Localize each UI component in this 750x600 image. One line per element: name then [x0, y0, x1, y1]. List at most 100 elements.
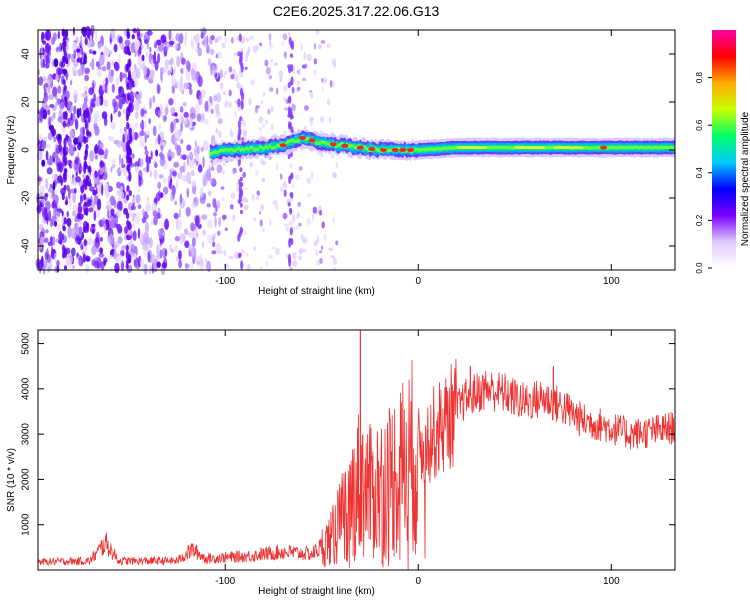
noise-speck — [78, 141, 83, 148]
noise-speck — [298, 68, 302, 76]
x-tick-label: 0 — [415, 576, 421, 587]
colorbar-tick-label: 0.2 — [695, 214, 704, 226]
noise-speck — [242, 171, 246, 178]
noise-streak — [126, 164, 130, 172]
noise-speck — [274, 203, 279, 211]
noise-speck — [111, 83, 116, 93]
noise-speck — [222, 170, 225, 175]
noise-streak — [238, 230, 242, 238]
noise-speck — [239, 71, 244, 78]
noise-speck — [244, 66, 248, 70]
noise-speck — [140, 177, 144, 186]
noise-speck — [164, 218, 170, 230]
noise-speck — [156, 83, 160, 95]
noise-speck — [108, 135, 111, 141]
noise-speck — [104, 148, 109, 156]
noise-speck — [92, 82, 95, 94]
y-tick-label: 3000 — [21, 423, 32, 446]
noise-speck — [73, 49, 77, 60]
noise-speck — [159, 131, 165, 141]
noise-speck — [47, 132, 53, 141]
noise-speck — [244, 252, 249, 257]
noise-speck — [308, 177, 311, 185]
noise-speck — [173, 43, 178, 50]
noise-speck — [219, 250, 224, 254]
noise-speck — [230, 192, 236, 199]
noise-streak — [237, 120, 241, 130]
noise-speck — [157, 53, 161, 64]
noise-speck — [259, 219, 263, 227]
noise-speck — [185, 206, 191, 217]
noise-speck — [262, 91, 266, 97]
noise-speck — [282, 212, 288, 220]
noise-speck — [223, 73, 226, 79]
noise-speck — [56, 259, 60, 267]
signal-peak — [380, 148, 387, 152]
noise-speck — [146, 196, 150, 205]
noise-speck — [333, 61, 336, 68]
noise-speck — [67, 117, 74, 126]
noise-speck — [53, 136, 57, 143]
noise-speck — [95, 231, 100, 244]
noise-speck — [113, 249, 117, 260]
noise-streak — [129, 134, 133, 143]
noise-speck — [146, 160, 150, 173]
noise-speck — [230, 74, 235, 80]
noise-speck — [88, 186, 95, 192]
noise-speck — [132, 27, 137, 34]
noise-speck — [283, 51, 287, 59]
noise-speck — [179, 165, 185, 173]
noise-speck — [267, 108, 271, 115]
noise-speck — [204, 118, 209, 126]
noise-speck — [140, 122, 143, 129]
noise-speck — [99, 247, 103, 255]
noise-speck — [97, 42, 103, 51]
noise-speck — [52, 73, 57, 80]
noise-speck — [91, 229, 95, 235]
noise-speck — [258, 127, 262, 132]
noise-speck — [93, 260, 99, 269]
noise-speck — [191, 201, 197, 209]
noise-streak — [63, 172, 67, 181]
colorbar-ticks: 0.0 0.2 0.4 0.6 0.8 — [695, 71, 712, 274]
spectrogram-panel: -100 0 100 -40 -20 0 20 40 Height of straight l… — [6, 24, 676, 297]
noise-speck — [70, 247, 76, 257]
noise-speck — [321, 77, 324, 83]
noise-speck — [80, 183, 85, 194]
signal-peak — [407, 148, 414, 152]
noise-speck — [95, 61, 100, 68]
snr-panel: -100 0 100 1000 2000 3000 4000 5000 Height of s… — [6, 329, 676, 597]
noise-speck — [47, 266, 51, 273]
noise-speck — [169, 243, 172, 252]
noise-speck — [139, 130, 145, 137]
noise-speck — [75, 176, 81, 183]
noise-speck — [95, 246, 100, 253]
noise-speck — [213, 65, 217, 76]
noise-speck — [215, 128, 218, 134]
noise-speck — [158, 228, 164, 238]
noise-speck — [148, 156, 151, 164]
noise-speck — [179, 86, 186, 92]
noise-speck — [72, 41, 78, 52]
noise-speck — [233, 111, 237, 118]
noise-speck — [311, 213, 315, 221]
noise-speck — [68, 260, 72, 268]
noise-speck — [79, 194, 83, 204]
noise-speck — [95, 154, 98, 160]
noise-speck — [145, 203, 151, 212]
noise-speck — [139, 257, 145, 270]
noise-speck — [47, 74, 53, 85]
noise-speck — [209, 177, 213, 184]
noise-speck — [194, 33, 200, 44]
x-tick-label: 100 — [603, 276, 620, 287]
noise-speck — [108, 254, 114, 260]
noise-speck — [224, 227, 228, 231]
noise-speck — [221, 42, 226, 49]
noise-streak — [125, 244, 129, 251]
noise-speck — [161, 145, 164, 153]
noise-speck — [222, 91, 227, 96]
noise-speck — [181, 57, 186, 65]
noise-streak — [82, 253, 86, 263]
noise-speck — [94, 96, 101, 107]
noise-speck — [321, 221, 325, 229]
